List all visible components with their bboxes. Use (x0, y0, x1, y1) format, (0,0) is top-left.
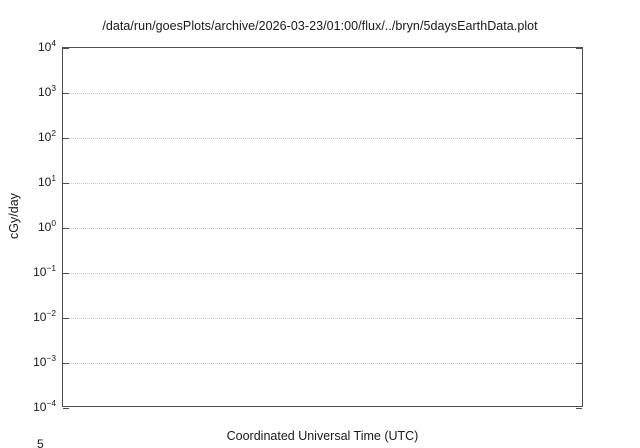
x-axis-clipped-tick-label: 5 (37, 438, 44, 448)
x-axis-label: Coordinated Universal Time (UTC) (226, 429, 419, 443)
y-axis-tick-label: 10−2 (33, 308, 56, 324)
axis-tick-mark (63, 363, 69, 364)
axis-tick-mark (576, 183, 582, 184)
y-axis-label: cGy/day (7, 193, 21, 239)
axis-tick-mark (576, 228, 582, 229)
y-axis-tick-label: 100 (37, 218, 56, 234)
y-axis-tick-label: 101 (37, 173, 56, 189)
axis-tick-mark (63, 93, 69, 94)
axis-tick-mark (576, 363, 582, 364)
y-axis-tick-label: 104 (37, 38, 56, 54)
gridlines (63, 48, 582, 406)
gridline (63, 183, 582, 184)
axis-tick-mark (63, 183, 69, 184)
axis-tick-mark (63, 138, 69, 139)
axis-tick-mark (576, 93, 582, 94)
y-axis-tick-label: 103 (37, 83, 56, 99)
gridline (63, 318, 582, 319)
y-axis-tick-label: 10−3 (33, 353, 56, 369)
y-axis-tick-label: 102 (37, 128, 56, 144)
gridline (63, 363, 582, 364)
chart-title: /data/run/goesPlots/archive/2026-03-23/0… (102, 19, 538, 33)
axis-tick-mark (576, 408, 582, 409)
y-axis-tick-labels: 104 103 102 101 100 10−1 10−2 10−3 10−4 (0, 39, 56, 413)
gridline (63, 273, 582, 274)
gridline (63, 138, 582, 139)
axis-tick-mark (576, 138, 582, 139)
y-axis-tick-label: 10−4 (33, 398, 56, 414)
axis-tick-mark (63, 228, 69, 229)
axis-tick-mark (576, 273, 582, 274)
y-axis-tick-label: 10−1 (33, 263, 56, 279)
plot-area[interactable] (62, 47, 583, 409)
gridline (63, 228, 582, 229)
axis-tick-mark (576, 48, 582, 49)
axis-tick-mark (63, 408, 69, 409)
axis-tick-mark (63, 318, 69, 319)
axis-tick-mark (576, 318, 582, 319)
axis-tick-mark (63, 273, 69, 274)
axis-tick-mark (63, 48, 69, 49)
gridline (63, 93, 582, 94)
